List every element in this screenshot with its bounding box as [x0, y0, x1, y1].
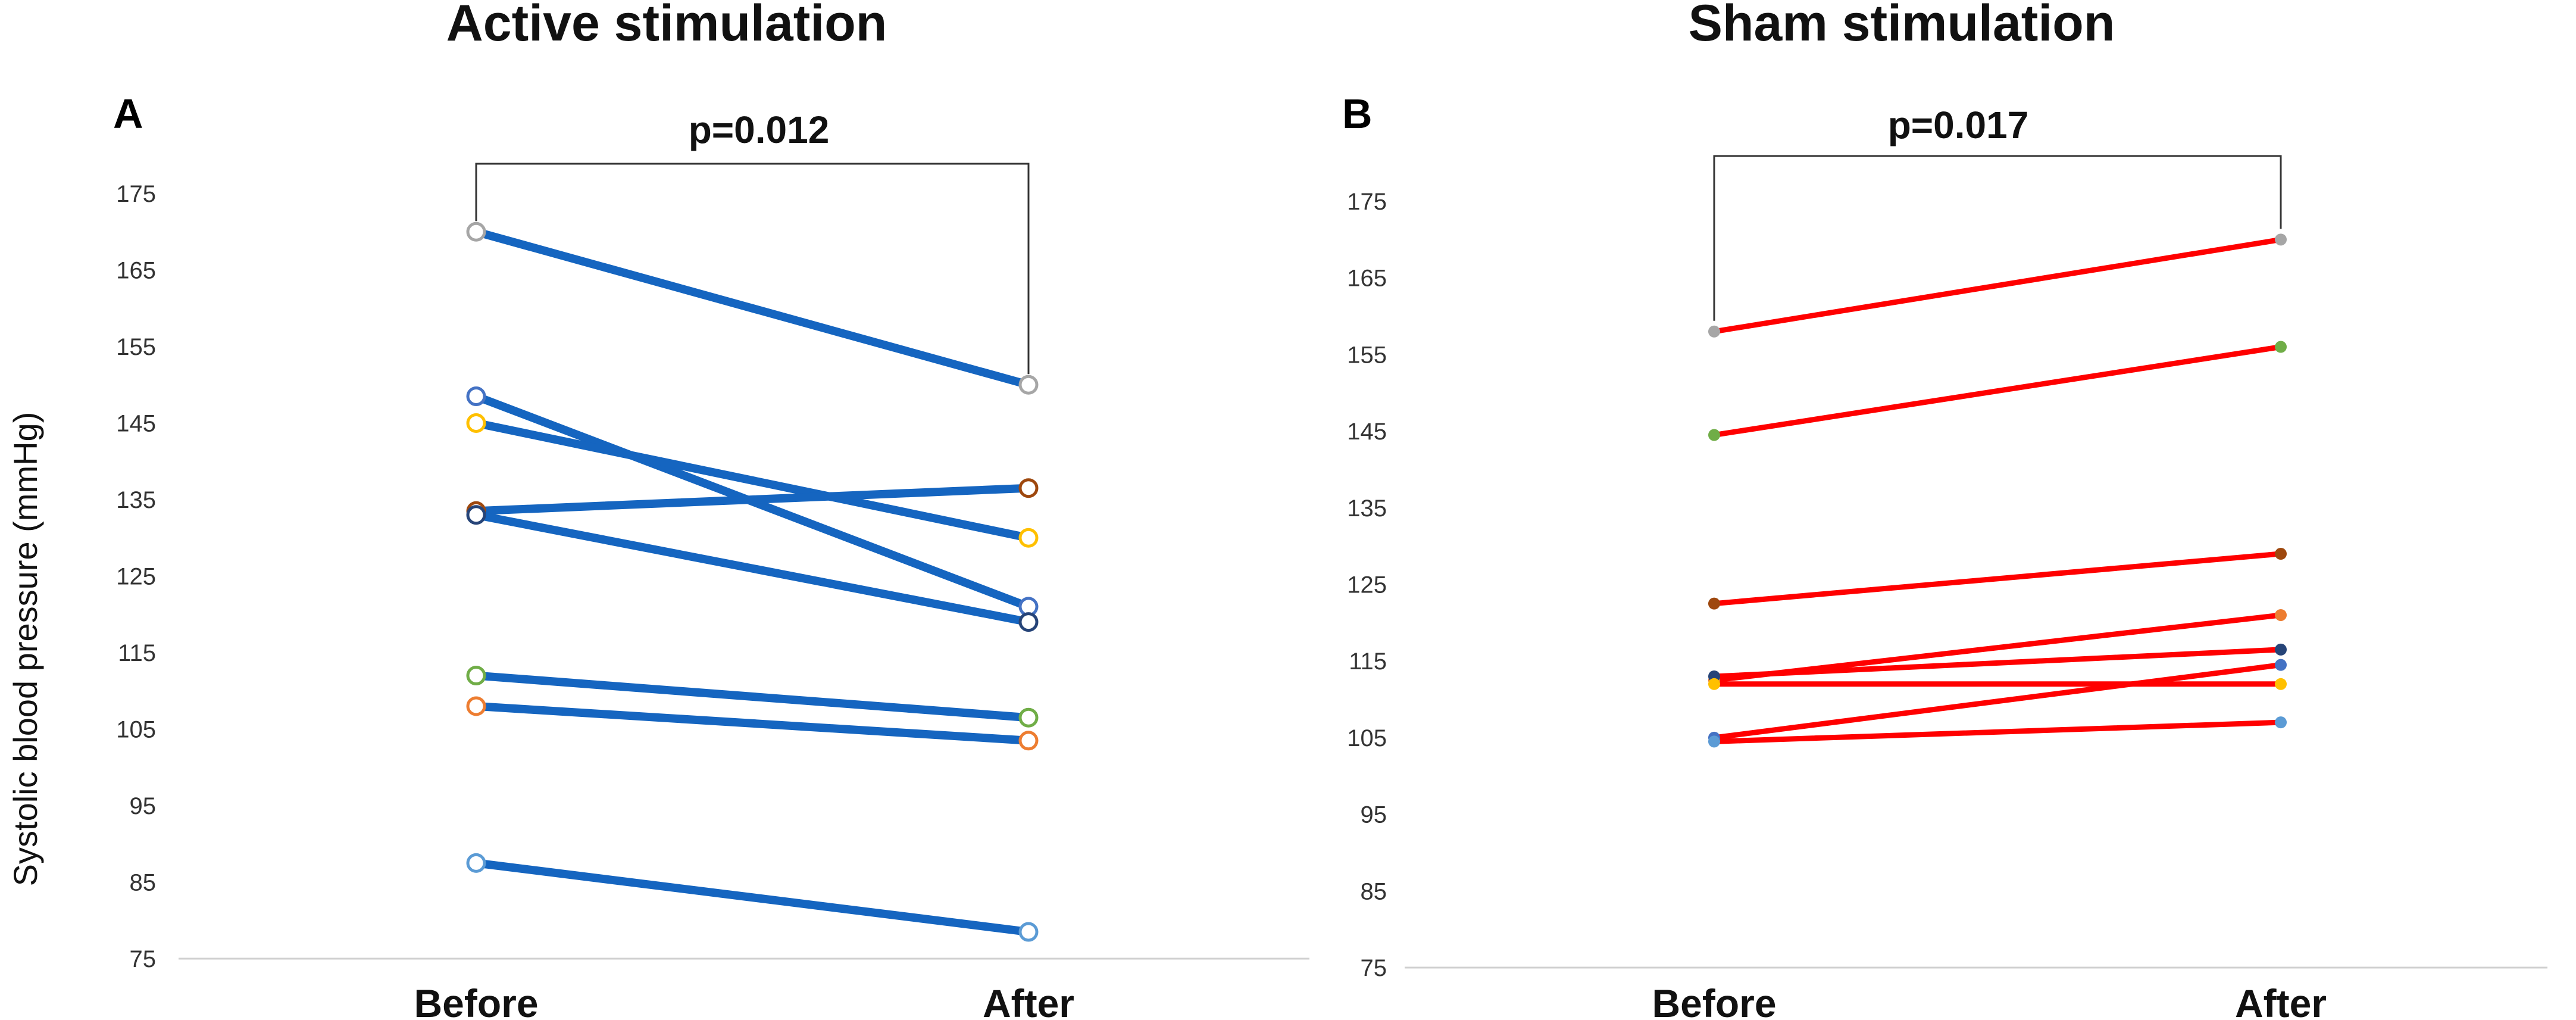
- y-tick-label: 75: [1361, 955, 1387, 981]
- data-point: [466, 853, 486, 873]
- data-point: [1018, 731, 1039, 751]
- y-axis-label: Systolic blood pressure (mmHg): [7, 412, 44, 887]
- panel-active-stimulation: Active stimulation A p=0.012 175 165 155 14…: [113, 0, 1309, 1020]
- data-point: [1018, 478, 1039, 498]
- data-point: [2275, 609, 2287, 621]
- y-tick-label: 85: [130, 870, 157, 896]
- y-tick-label: 75: [130, 946, 157, 972]
- panel-b-letter: B: [1342, 91, 1373, 137]
- panel-b-title: Sham stimulation: [1689, 0, 2115, 52]
- y-tick-label: 165: [1347, 266, 1387, 292]
- significance-bracket: [475, 163, 1030, 375]
- x-category-label: Before: [414, 981, 538, 1020]
- y-tick-label: 175: [116, 181, 156, 207]
- panel-b-p-value: p=0.017: [1888, 104, 2029, 146]
- y-tick-label: 105: [1347, 725, 1387, 751]
- y-tick-label: 125: [116, 564, 156, 590]
- significance-bracket: [1713, 155, 2282, 321]
- data-point: [466, 413, 486, 433]
- data-point: [1018, 612, 1039, 632]
- series-line: [472, 419, 1033, 542]
- panel-sham-stimulation: Sham stimulation B p=0.017 175 165 155 145 1…: [1342, 0, 2547, 1020]
- data-point: [2275, 643, 2287, 656]
- series-line: [472, 701, 1033, 745]
- series-line: [1711, 236, 2284, 335]
- y-tick-label: 115: [1349, 648, 1387, 675]
- series-line: [472, 859, 1033, 937]
- x-category-label: Before: [1652, 981, 1776, 1020]
- data-point: [466, 666, 486, 686]
- data-point: [1018, 375, 1039, 395]
- series-line: [1711, 647, 2284, 679]
- data-point: [1708, 429, 1720, 441]
- data-point: [1018, 922, 1039, 942]
- y-tick-label: 145: [1347, 419, 1387, 445]
- data-point: [466, 505, 486, 525]
- panel-a-letter: A: [113, 91, 143, 137]
- y-tick-label: 145: [116, 411, 156, 437]
- series-line: [472, 510, 1033, 626]
- data-point: [1018, 528, 1039, 548]
- data-point: [466, 222, 486, 242]
- data-point: [466, 696, 486, 716]
- series-line: [1711, 662, 2284, 741]
- data-point: [1708, 325, 1720, 338]
- y-tick-label: 165: [116, 258, 156, 284]
- data-point: [2275, 659, 2287, 671]
- x-category-label: After: [983, 981, 1074, 1020]
- series-line: [1711, 551, 2284, 607]
- y-tick-label: 95: [130, 793, 157, 819]
- data-point: [1708, 597, 1720, 610]
- y-tick-label: 175: [1347, 189, 1387, 215]
- series-line: [472, 227, 1033, 389]
- y-tick-label: 115: [118, 640, 156, 666]
- y-tick-label: 95: [1361, 802, 1387, 828]
- series-line: [1711, 344, 2284, 438]
- y-tick-label: 125: [1347, 572, 1387, 598]
- data-point: [2275, 341, 2287, 353]
- data-point: [1018, 707, 1039, 728]
- y-tick-label: 155: [1347, 342, 1387, 368]
- y-tick-label: 135: [1347, 495, 1387, 522]
- panel-a-p-value: p=0.012: [689, 108, 830, 151]
- y-tick-label: 105: [116, 717, 156, 743]
- data-point: [2275, 233, 2287, 246]
- data-point: [1708, 735, 1720, 748]
- data-point: [2275, 678, 2287, 690]
- series-line: [472, 484, 1033, 516]
- panel-a-title: Active stimulation: [446, 0, 887, 52]
- y-tick-label: 135: [116, 487, 156, 513]
- y-tick-label: 155: [116, 334, 156, 360]
- y-tick-label: 85: [1361, 878, 1387, 904]
- data-point: [1708, 678, 1720, 690]
- x-category-label: After: [2235, 981, 2327, 1020]
- series-line: [472, 671, 1033, 722]
- data-point: [466, 386, 486, 407]
- series-line: [1711, 719, 2284, 744]
- data-point: [2275, 716, 2287, 729]
- data-point: [2275, 548, 2287, 560]
